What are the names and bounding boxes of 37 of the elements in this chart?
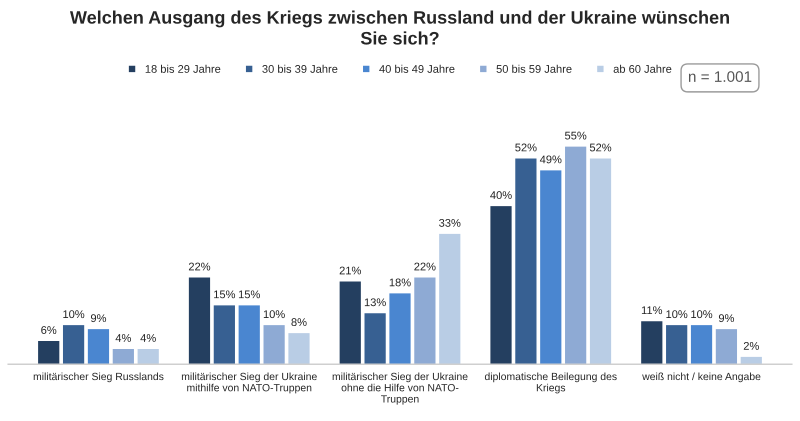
data-label: 22% — [188, 262, 210, 270]
data-label: 10% — [666, 310, 688, 318]
x-tick-label: weiß nicht / keine Angabe — [642, 372, 760, 382]
legend-label: 50 bis 59 Jahre — [496, 64, 572, 73]
x-tick-label: militärischer Sieg Russlands — [34, 372, 164, 382]
legend-label: ab 60 Jahre — [614, 64, 672, 73]
data-label: 10% — [691, 310, 712, 318]
data-label: 4% — [116, 334, 131, 342]
data-label: 10% — [63, 310, 84, 318]
data-label: 52% — [515, 144, 537, 152]
data-label: 13% — [364, 298, 386, 306]
data-label: 2% — [744, 342, 759, 350]
data-label: 9% — [90, 314, 106, 322]
data-label: 4% — [140, 334, 156, 342]
x-tick-label: diplomatische Beilegung des Kriegs — [484, 372, 617, 394]
data-label: 15% — [214, 290, 236, 298]
x-tick-label: militärischer Sieg der Ukraine mithilfe von NATO-Truppen — [182, 372, 317, 394]
legend-label: 18 bis 29 Jahre — [146, 64, 220, 73]
legend-label: 40 bis 49 Jahre — [379, 64, 454, 73]
data-label: 8% — [291, 318, 307, 326]
data-label: 55% — [564, 132, 586, 140]
x-tick-label: militärischer Sieg der Ukraine ohne die Hilfe von NATO-Truppen — [332, 372, 468, 405]
data-label: 33% — [439, 218, 460, 227]
data-label: 15% — [238, 290, 260, 298]
data-label: 49% — [540, 155, 562, 164]
data-label: 40% — [490, 191, 512, 200]
text: n = 1.001 — [688, 71, 752, 82]
data-label: 6% — [41, 326, 56, 334]
data-label: 21% — [340, 266, 361, 274]
data-label: 10% — [264, 310, 285, 318]
data-label: 22% — [414, 262, 436, 270]
data-label: 9% — [718, 314, 734, 322]
chart-title: Welchen Ausgang des Kriegs zwischen Russland und der Ukraine wünschen Sie sich? — [70, 10, 729, 45]
data-label: 52% — [590, 144, 612, 152]
legend-label: 30 bis 39 Jahre — [262, 64, 338, 73]
data-label: 11% — [642, 306, 662, 314]
data-label: 18% — [390, 278, 411, 286]
